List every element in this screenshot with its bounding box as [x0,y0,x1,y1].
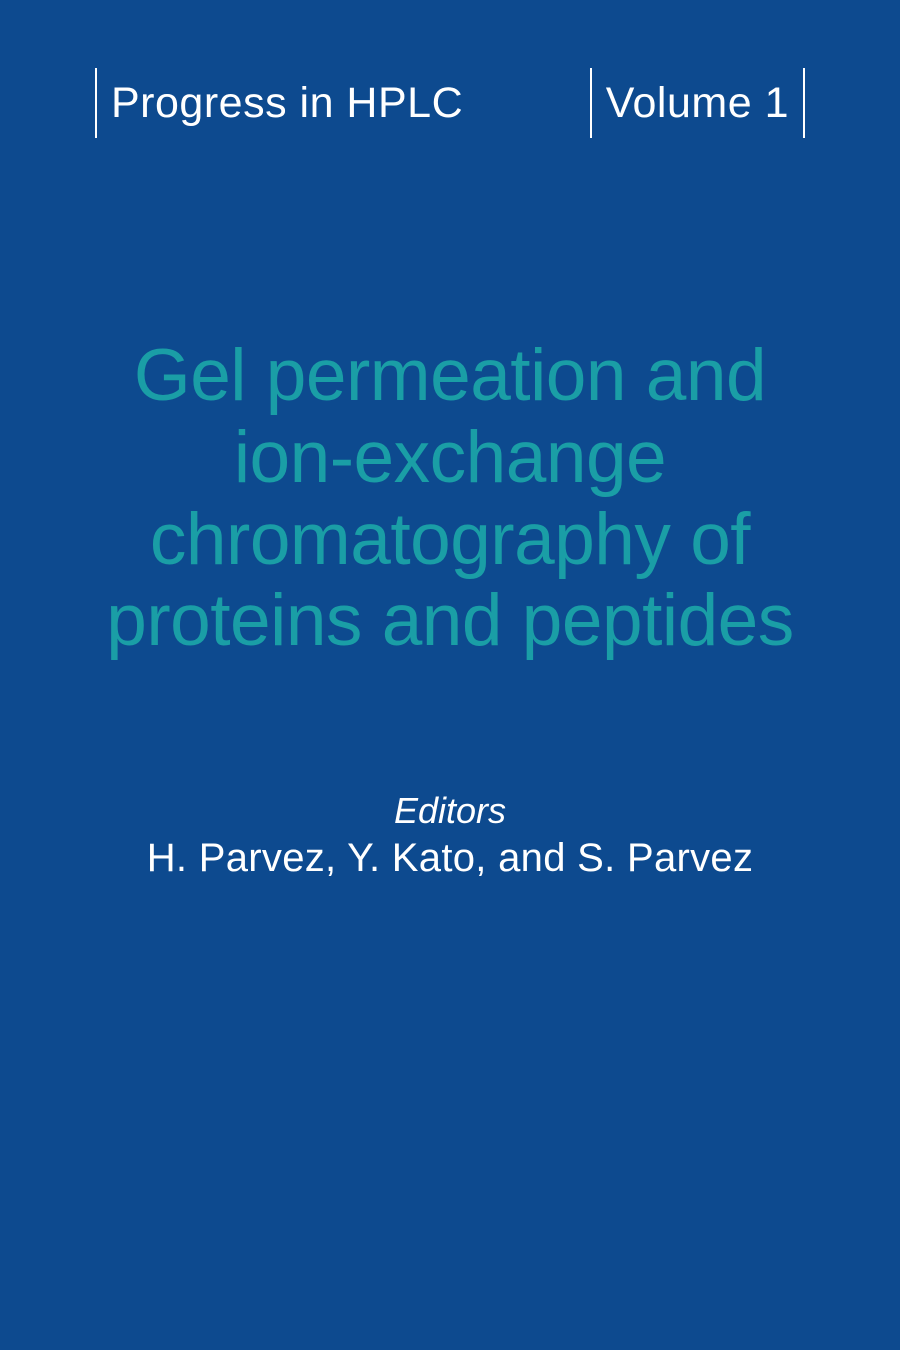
editors-section: Editors H. Parvez, Y. Kato, and S. Parve… [0,790,900,881]
volume-label: Volume 1 [592,79,803,128]
editors-label: Editors [0,790,900,832]
editors-names: H. Parvez, Y. Kato, and S. Parvez [0,836,900,881]
divider-right [803,68,805,138]
book-title: Gel permeation and ion-exchange chromato… [65,335,835,662]
header-bar: Progress in HPLC Volume 1 [95,68,805,138]
header-right-group: Volume 1 [590,68,805,138]
series-name: Progress in HPLC [97,79,463,128]
header-left-group: Progress in HPLC [95,68,463,138]
